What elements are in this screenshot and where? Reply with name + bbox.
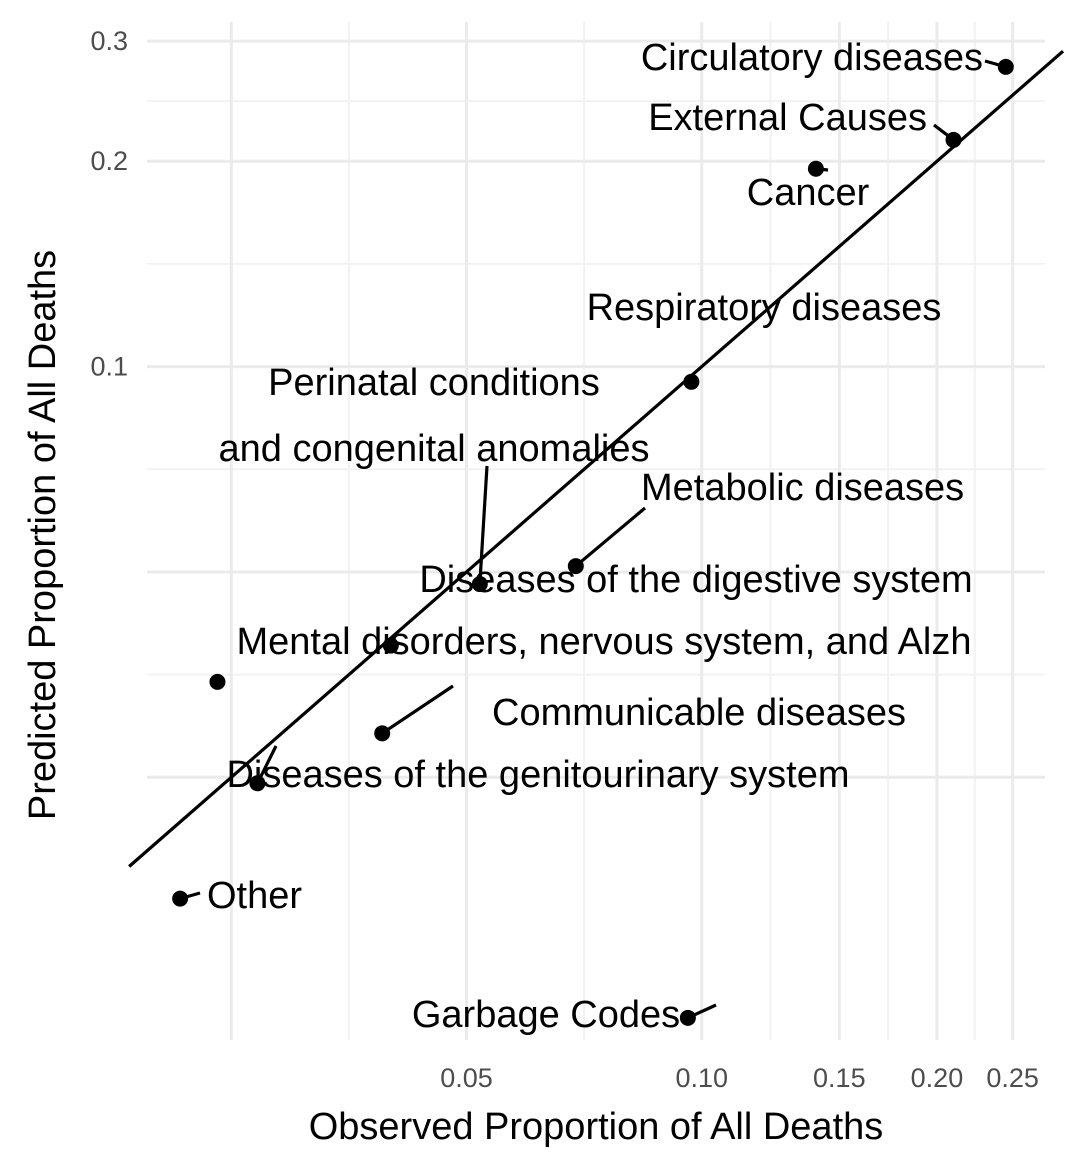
x-tick-label: 0.20 (911, 1063, 964, 1093)
point-labels: Circulatory diseases External Causes Cance… (207, 37, 983, 1036)
data-point (249, 775, 266, 792)
x-tick-label: 0.05 (440, 1063, 493, 1093)
point-label: Communicable diseases (492, 692, 906, 734)
data-point (683, 373, 700, 390)
y-axis-title: Predicted Proportion of All Deaths (22, 250, 64, 820)
identity-line (128, 49, 1065, 868)
y-tick-label: 0.2 (90, 146, 128, 176)
data-point (209, 673, 226, 690)
data-point (374, 725, 391, 742)
point-label: Other (207, 875, 302, 917)
data-point (471, 576, 488, 593)
leader-line (478, 465, 489, 585)
data-point (807, 160, 824, 177)
y-tick-label: 0.3 (90, 26, 128, 56)
point-label: External Causes (648, 97, 927, 139)
x-tick-label: 0.10 (675, 1063, 728, 1093)
point-label: Circulatory diseases (641, 37, 983, 79)
point-label-line: and congenital anomalies (219, 428, 650, 470)
y-tick-label: 0.1 (90, 352, 128, 382)
point-label: Metabolic diseases (641, 467, 964, 509)
leader-line (574, 506, 647, 568)
point-label: Mental disorders, nervous system, and Al… (236, 621, 971, 663)
data-point (945, 131, 962, 148)
point-label-line: Perinatal conditions (268, 362, 600, 404)
point-label: Diseases of the genitourinary system (226, 754, 849, 796)
data-point (567, 558, 584, 575)
point-label: Respiratory diseases (587, 287, 942, 329)
point-label: Garbage Codes (412, 994, 680, 1036)
data-point (382, 637, 399, 654)
axis-ticks: 0.05 0.10 0.15 0.20 0.25 0.1 0.2 0.3 (90, 26, 1038, 1093)
data-point (997, 58, 1014, 75)
point-label: Perinatal conditions and congenital anoma… (219, 362, 650, 470)
x-tick-label: 0.25 (986, 1063, 1039, 1093)
point-label: Diseases of the digestive system (419, 559, 972, 601)
leader-line (381, 684, 454, 735)
data-points (172, 58, 1014, 1026)
x-tick-label: 0.15 (813, 1063, 866, 1093)
label-leader-lines (179, 59, 1007, 1020)
grid-lines (147, 22, 1045, 1040)
point-label: Cancer (747, 172, 870, 214)
data-point (172, 890, 189, 907)
reference-line-layer (128, 49, 1065, 868)
x-axis-title: Observed Proportion of All Deaths (309, 1106, 884, 1148)
data-point (679, 1009, 696, 1026)
